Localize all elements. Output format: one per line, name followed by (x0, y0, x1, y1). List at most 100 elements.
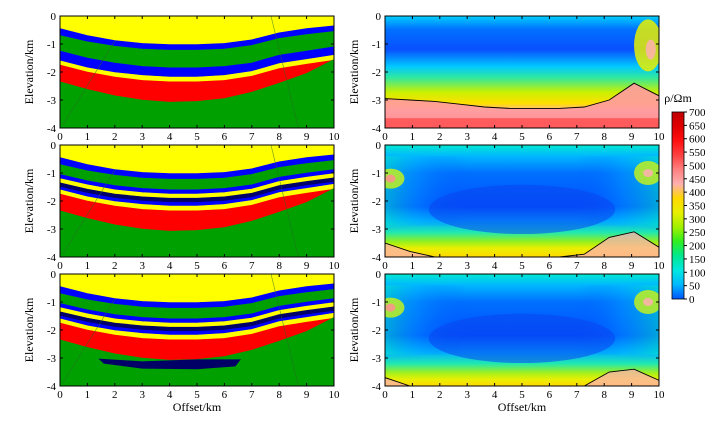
colorbar-tick-label: 50 (689, 281, 701, 293)
x-tick-label: 8 (601, 260, 607, 272)
x-tick-label: 0 (57, 260, 63, 272)
x-tick-label: 1 (85, 131, 91, 143)
fault-line-right (270, 16, 299, 128)
y-tick-label: -2 (372, 325, 381, 337)
inversion-panel-inversion-3: 0 1 2 3 4 5 6 7 8 9 10 0 -1 -2 -3 -4 Elevation/km Offset/… (347, 269, 665, 414)
colorbar-tick-label: 0 (689, 294, 695, 306)
x-tick-label: 0 (382, 260, 388, 272)
resistive-anomaly-1 (645, 39, 656, 60)
x-tick-label: 10 (329, 260, 341, 272)
x-tick-label: 0 (382, 389, 388, 401)
y-tick-label: 0 (376, 11, 382, 23)
fault-line-left (62, 41, 116, 126)
x-tick-label: 2 (437, 389, 443, 401)
x-tick-label: 1 (410, 131, 416, 143)
colorbar-tick-label: 650 (689, 120, 706, 132)
colorbar-tick-label: 250 (689, 227, 706, 239)
y-tick-label: -2 (372, 196, 381, 208)
colorbar-label: ρ/Ωm (664, 91, 692, 105)
fault-line-right (270, 274, 299, 386)
x-tick-label: 4 (167, 389, 173, 401)
x-tick-label: 5 (519, 389, 525, 401)
x-tick-label: 10 (654, 131, 666, 143)
colorbar-tick-label: 450 (689, 174, 706, 186)
x-tick-label: 5 (194, 389, 200, 401)
conductive-core (428, 313, 616, 364)
x-tick-label: 0 (382, 131, 388, 143)
y-tick-label: -4 (47, 123, 57, 135)
y-tick-label: 0 (376, 269, 382, 281)
x-axis-label: Offset/km (173, 400, 222, 414)
x-tick-label: 8 (601, 131, 607, 143)
y-tick-label: -1 (372, 39, 381, 51)
x-tick-label: 9 (304, 389, 310, 401)
resistive-basement (385, 231, 659, 257)
x-tick-label: 4 (167, 131, 173, 143)
x-tick-label: 8 (276, 260, 282, 272)
x-tick-label: 7 (574, 260, 580, 272)
x-tick-label: 7 (249, 260, 255, 272)
x-tick-label: 3 (139, 389, 145, 401)
x-tick-label: 9 (304, 260, 310, 272)
y-tick-label: -4 (372, 381, 382, 393)
y-tick-label: -2 (47, 325, 56, 337)
x-tick-label: 6 (222, 389, 228, 401)
model-panel-model-1: 0 1 2 3 4 5 6 7 8 9 10 0 -1 -2 -3 -4 Elevation/km (22, 11, 340, 143)
model-layers (60, 274, 334, 386)
x-tick-label: 0 (57, 389, 63, 401)
x-tick-label: 10 (654, 260, 666, 272)
x-tick-label: 8 (276, 389, 282, 401)
resistivity-contour (385, 231, 659, 257)
colorbar-tick-label: 350 (689, 201, 706, 213)
colorbar-tick-label: 500 (689, 160, 706, 172)
x-tick-label: 5 (194, 131, 200, 143)
x-tick-label: 3 (139, 131, 145, 143)
x-tick-label: 2 (437, 131, 443, 143)
x-tick-label: 5 (519, 260, 525, 272)
x-tick-label: 3 (139, 260, 145, 272)
y-tick-label: -2 (47, 67, 56, 79)
resistive-anomaly-3 (643, 169, 654, 177)
x-tick-label: 1 (410, 389, 416, 401)
colorbar-ramp (671, 111, 685, 300)
resistive-anomaly-1 (385, 174, 396, 183)
y-axis-label: Elevation/km (347, 39, 361, 104)
x-tick-label: 6 (222, 131, 228, 143)
x-tick-label: 5 (519, 131, 525, 143)
resistive-anomaly-1 (385, 303, 396, 312)
x-tick-label: 3 (464, 389, 470, 401)
x-tick-label: 10 (329, 131, 341, 143)
x-tick-label: 2 (437, 260, 443, 272)
y-tick-label: 0 (51, 269, 57, 281)
y-axis-label: Elevation/km (347, 297, 361, 362)
colorbar-tick-label: 700 (689, 107, 706, 119)
y-tick-label: -1 (47, 297, 56, 309)
y-tick-label: -3 (47, 95, 57, 107)
colorbar-tick-label: 300 (689, 214, 706, 226)
y-tick-label: -1 (372, 297, 381, 309)
model-layers (60, 145, 334, 257)
y-axis-label: Elevation/km (22, 297, 36, 362)
layer-green-bottom (60, 188, 334, 257)
x-tick-label: 7 (574, 389, 580, 401)
colorbar-tick-label: 100 (689, 267, 706, 279)
fault-line-right (270, 145, 299, 257)
resistive-basement (385, 83, 659, 128)
model-layers (60, 16, 334, 128)
resistivity-field (385, 145, 659, 257)
x-tick-label: 1 (85, 260, 91, 272)
x-tick-label: 10 (329, 389, 341, 401)
x-tick-label: 0 (57, 131, 63, 143)
fault-line-left (62, 299, 116, 384)
resistivity-field (385, 274, 659, 386)
x-tick-label: 4 (492, 389, 498, 401)
x-tick-label: 4 (492, 131, 498, 143)
x-tick-label: 9 (629, 131, 635, 143)
layer-green-bottom (60, 59, 334, 128)
x-tick-label: 4 (492, 260, 498, 272)
y-tick-label: -1 (372, 168, 381, 180)
y-tick-label: 0 (376, 140, 382, 152)
